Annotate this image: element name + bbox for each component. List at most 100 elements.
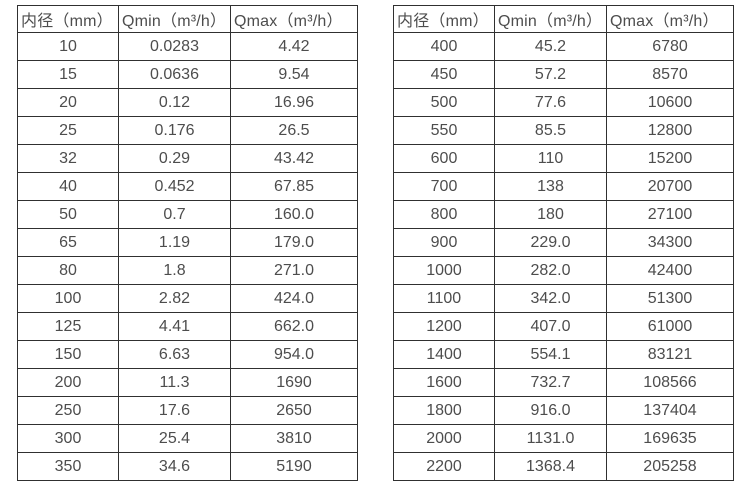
cell-diameter: 1000 (393, 256, 495, 285)
cell-qmax: 137404 (606, 396, 734, 425)
table-row: 900 229.0 34300 (393, 228, 734, 257)
table-row: 1600 732.7 108566 (393, 368, 734, 397)
cell-qmin: 282.0 (494, 256, 607, 285)
header-qmin: Qmin（m³/h） (118, 5, 231, 33)
cell-qmin: 34.6 (118, 452, 231, 481)
cell-diameter: 1800 (393, 396, 495, 425)
cell-qmax: 160.0 (230, 200, 358, 229)
table-row: 1400 554.1 83121 (393, 340, 734, 369)
cell-qmin: 25.4 (118, 424, 231, 453)
header-qmin: Qmin（m³/h） (494, 5, 607, 33)
cell-diameter: 1600 (393, 368, 495, 397)
cell-diameter: 400 (393, 32, 495, 61)
table-row: 80 1.8 271.0 (17, 256, 358, 285)
table-row: 600 110 15200 (393, 144, 734, 173)
cell-qmin: 1131.0 (494, 424, 607, 453)
table-row: 400 45.2 6780 (393, 32, 734, 61)
table-row: 200 11.3 1690 (17, 368, 358, 397)
cell-qmin: 0.29 (118, 144, 231, 173)
cell-qmin: 732.7 (494, 368, 607, 397)
cell-diameter: 1400 (393, 340, 495, 369)
cell-qmax: 42400 (606, 256, 734, 285)
cell-diameter: 1200 (393, 312, 495, 341)
cell-qmax: 424.0 (230, 284, 358, 313)
cell-diameter: 125 (17, 312, 119, 341)
cell-qmax: 6780 (606, 32, 734, 61)
cell-diameter: 40 (17, 172, 119, 201)
cell-qmax: 83121 (606, 340, 734, 369)
flow-table-right: 内径（mm） Qmin（m³/h） Qmax（m³/h） 400 45.2 6780… (393, 5, 734, 481)
cell-qmin: 17.6 (118, 396, 231, 425)
cell-diameter: 80 (17, 256, 119, 285)
cell-diameter: 20 (17, 88, 119, 117)
table-row: 350 34.6 5190 (17, 452, 358, 481)
cell-qmax: 179.0 (230, 228, 358, 257)
cell-qmin: 0.0283 (118, 32, 231, 61)
cell-diameter: 800 (393, 200, 495, 229)
cell-qmin: 0.12 (118, 88, 231, 117)
cell-qmax: 27100 (606, 200, 734, 229)
table-row: 25 0.176 26.5 (17, 116, 358, 145)
cell-qmin: 342.0 (494, 284, 607, 313)
cell-qmax: 12800 (606, 116, 734, 145)
table-row: 125 4.41 662.0 (17, 312, 358, 341)
header-qmax: Qmax（m³/h） (606, 5, 734, 33)
cell-diameter: 32 (17, 144, 119, 173)
cell-qmax: 67.85 (230, 172, 358, 201)
cell-diameter: 600 (393, 144, 495, 173)
cell-diameter: 700 (393, 172, 495, 201)
cell-diameter: 10 (17, 32, 119, 61)
cell-qmax: 10600 (606, 88, 734, 117)
header-diameter: 内径（mm） (17, 5, 119, 33)
cell-qmax: 51300 (606, 284, 734, 313)
cell-qmin: 916.0 (494, 396, 607, 425)
table-row: 1000 282.0 42400 (393, 256, 734, 285)
cell-qmin: 45.2 (494, 32, 607, 61)
cell-qmax: 26.5 (230, 116, 358, 145)
table-row: 300 25.4 3810 (17, 424, 358, 453)
cell-qmax: 205258 (606, 452, 734, 481)
cell-qmin: 0.176 (118, 116, 231, 145)
cell-qmin: 57.2 (494, 60, 607, 89)
cell-diameter: 15 (17, 60, 119, 89)
cell-qmax: 954.0 (230, 340, 358, 369)
cell-qmax: 34300 (606, 228, 734, 257)
table-row: 2200 1368.4 205258 (393, 452, 734, 481)
table-row: 65 1.19 179.0 (17, 228, 358, 257)
cell-diameter: 550 (393, 116, 495, 145)
cell-qmin: 0.452 (118, 172, 231, 201)
table-header-left: 内径（mm） Qmin（m³/h） Qmax（m³/h） (17, 5, 358, 33)
table-row: 250 17.6 2650 (17, 396, 358, 425)
cell-qmin: 77.6 (494, 88, 607, 117)
cell-qmin: 229.0 (494, 228, 607, 257)
cell-qmax: 16.96 (230, 88, 358, 117)
table-row: 2000 1131.0 169635 (393, 424, 734, 453)
cell-qmax: 15200 (606, 144, 734, 173)
table-row: 500 77.6 10600 (393, 88, 734, 117)
cell-qmax: 3810 (230, 424, 358, 453)
flow-table-left: 内径（mm） Qmin（m³/h） Qmax（m³/h） 10 0.0283 4.4… (17, 5, 358, 481)
table-row: 1100 342.0 51300 (393, 284, 734, 313)
table-row: 100 2.82 424.0 (17, 284, 358, 313)
table-row: 40 0.452 67.85 (17, 172, 358, 201)
cell-qmin: 2.82 (118, 284, 231, 313)
cell-qmax: 2650 (230, 396, 358, 425)
cell-qmax: 8570 (606, 60, 734, 89)
cell-qmin: 1368.4 (494, 452, 607, 481)
cell-diameter: 450 (393, 60, 495, 89)
cell-qmin: 1.19 (118, 228, 231, 257)
cell-qmax: 4.42 (230, 32, 358, 61)
cell-qmax: 9.54 (230, 60, 358, 89)
cell-diameter: 2200 (393, 452, 495, 481)
cell-qmax: 169635 (606, 424, 734, 453)
cell-qmax: 43.42 (230, 144, 358, 173)
table-body-left: 10 0.0283 4.42 15 0.0636 9.54 20 0.12 16.96 25 0.1… (17, 32, 358, 481)
table-row: 800 180 27100 (393, 200, 734, 229)
table-row: 15 0.0636 9.54 (17, 60, 358, 89)
cell-qmax: 1690 (230, 368, 358, 397)
cell-diameter: 65 (17, 228, 119, 257)
table-row: 10 0.0283 4.42 (17, 32, 358, 61)
cell-diameter: 1100 (393, 284, 495, 313)
table-row: 700 138 20700 (393, 172, 734, 201)
header-qmax: Qmax（m³/h） (230, 5, 358, 33)
